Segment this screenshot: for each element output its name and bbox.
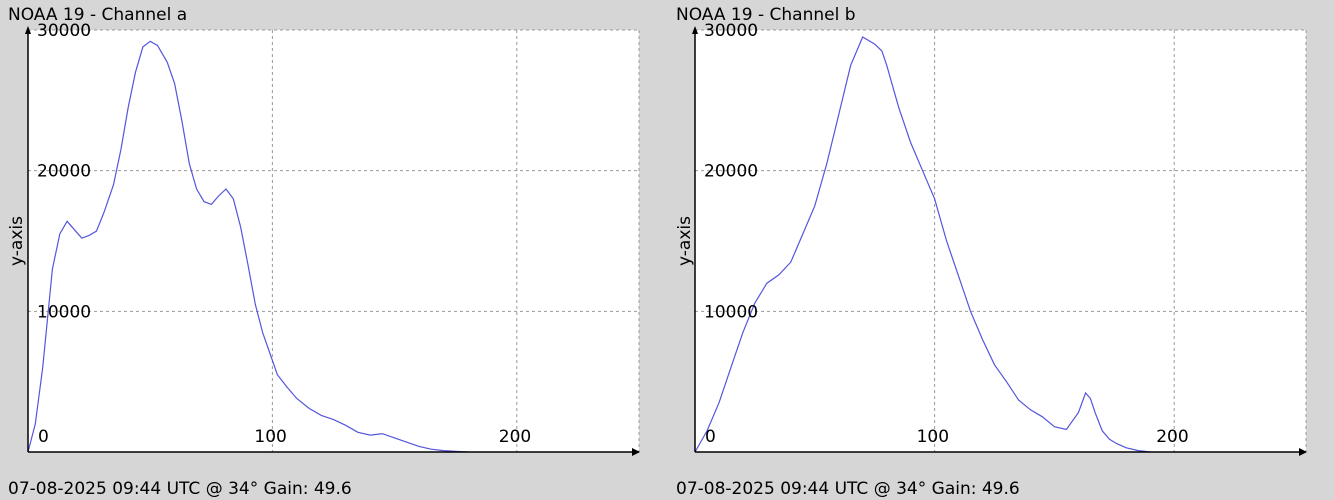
x-tick-label: 100 [254,427,286,447]
y-axis-arrow-icon [692,26,698,34]
y-tick-label: 20000 [704,162,758,182]
y-axis-label: y-axis [7,216,27,266]
plot-area [28,30,639,452]
x-tick-label: 100 [917,427,949,447]
chart-panel-1: 0 100 200 10000 20000 30000 y-axis NOAA 19 - Ch… [7,5,640,499]
x-tick-label: 0 [705,427,716,447]
x-axis-arrow-icon [1299,448,1307,456]
plot-area [695,30,1306,452]
chart-title: NOAA 19 - Channel b [676,5,856,25]
status-footer: 07-08-2025 09:44 UTC @ 34° Gain: 49.6 [8,479,352,499]
y-tick-label: 20000 [37,162,91,182]
series-line [694,36,1151,453]
y-axis-label: y-axis [675,216,695,266]
x-axis-arrow-icon [632,448,640,456]
y-tick-label: 10000 [37,302,91,322]
x-tick-label: 0 [38,427,49,447]
y-tick-label: 10000 [704,302,758,322]
chart-title: NOAA 19 - Channel a [8,5,187,25]
x-tick-label: 200 [1156,427,1188,447]
series-line [27,40,468,453]
y-tick-label: 30000 [37,21,91,41]
y-axis-arrow-icon [25,26,31,34]
status-footer: 07-08-2025 09:44 UTC @ 34° Gain: 49.6 [676,479,1020,499]
x-tick-label: 200 [499,427,531,447]
chart-panel-2: 0 100 200 10000 20000 30000 y-axis NOAA 19 - Ch… [675,5,1307,499]
y-tick-label: 30000 [704,21,758,41]
